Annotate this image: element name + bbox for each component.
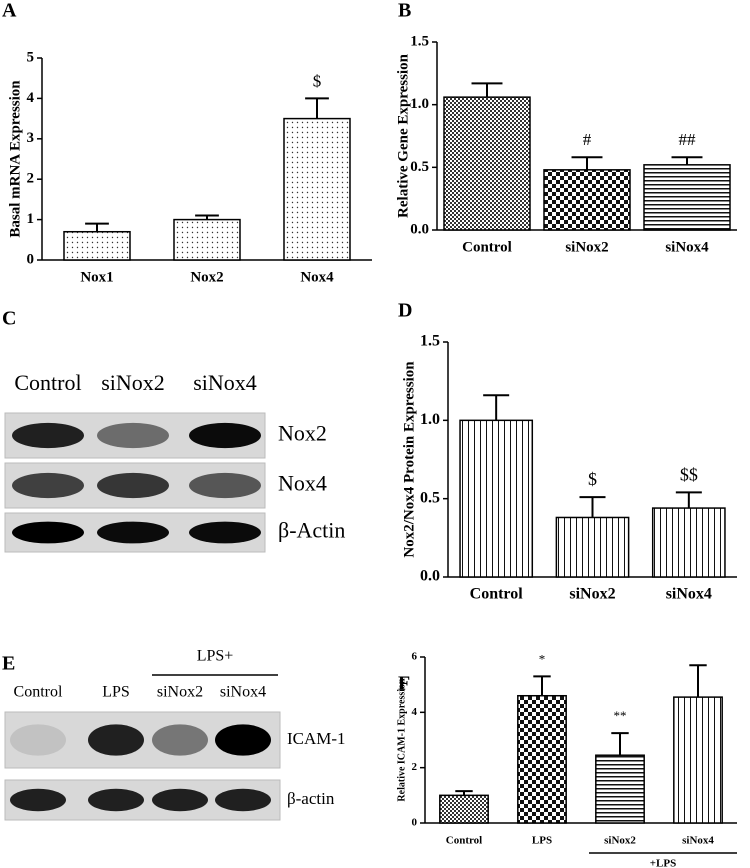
bar: [651, 507, 726, 578]
y-tick-label: 0.0: [410, 221, 429, 237]
y-tick-label: 5: [27, 49, 35, 65]
blot-band: [10, 788, 66, 812]
y-tick-label: 1: [27, 211, 35, 227]
y-tick-label: 1.0: [410, 96, 429, 112]
y-tick-label: 0: [27, 251, 35, 267]
bar: [517, 694, 567, 824]
lane-label: LPS: [102, 684, 130, 701]
x-tick-label: Control: [470, 586, 524, 603]
y-tick-label: 0: [412, 817, 418, 829]
blot-band: [12, 521, 84, 544]
x-tick-label: Control: [462, 239, 512, 255]
row-label: β-Actin: [278, 518, 345, 543]
y-tick-label: 4: [412, 706, 418, 718]
annotation: *: [539, 651, 546, 666]
annotation: $: [313, 71, 322, 90]
group-label: +LPS: [650, 858, 676, 868]
row-label: Nox2: [278, 421, 327, 446]
lane-label: Control: [14, 370, 81, 395]
blot-band: [88, 788, 144, 812]
lane-label: siNox4: [220, 684, 266, 701]
panel-letter: A: [2, 0, 17, 22]
row-label: Nox4: [278, 471, 327, 496]
panel-letter: D: [398, 300, 412, 322]
bar: [555, 516, 630, 578]
bar: [459, 419, 534, 578]
y-tick-label: 0.5: [420, 489, 440, 506]
panel-letter: B: [398, 0, 411, 22]
lane-label: siNox2: [157, 684, 203, 701]
y-tick-label: 0.0: [420, 568, 440, 585]
blot-band: [12, 422, 84, 449]
x-tick-label: Nox1: [80, 269, 113, 285]
x-tick-label: Control: [446, 835, 482, 847]
blot-band: [215, 724, 271, 756]
annotation: $: [588, 469, 597, 489]
annotation: ##: [679, 130, 697, 149]
annotation: **: [614, 708, 627, 723]
y-tick-label: 4: [27, 90, 35, 106]
blot-band: [189, 521, 261, 544]
y-tick-label: 1.0: [420, 411, 440, 428]
blot-band: [97, 521, 169, 544]
panel-letter: C: [2, 308, 16, 330]
blot-band: [189, 422, 261, 449]
y-axis-label: Relative Gene Expression: [395, 53, 411, 218]
bar: [595, 754, 645, 824]
blot-band: [12, 472, 84, 499]
annotation: #: [583, 130, 592, 149]
y-tick-label: 2: [412, 761, 418, 773]
bar: [643, 164, 731, 231]
x-tick-label: siNox2: [565, 239, 608, 255]
lane-label: siNox4: [193, 370, 257, 395]
blot-band: [189, 472, 261, 499]
x-tick-label: siNox4: [665, 239, 709, 255]
y-axis-label: Relative ICAM-1 Expression: [396, 678, 407, 802]
bar: [543, 169, 631, 231]
bar: [283, 117, 351, 261]
y-tick-label: 1.5: [420, 333, 440, 350]
panel-letter: F: [398, 673, 410, 695]
row-label: ICAM-1: [287, 729, 346, 748]
y-tick-label: 0.5: [410, 159, 429, 175]
blot-band: [88, 724, 144, 756]
row-label: β-actin: [287, 789, 335, 808]
x-tick-label: siNox2: [569, 586, 615, 603]
blot-band: [97, 422, 169, 449]
annotation: $$: [680, 465, 698, 485]
blot-band: [10, 724, 66, 756]
x-tick-label: Nox4: [300, 269, 334, 285]
blot-band: [152, 724, 208, 756]
x-tick-label: siNox4: [666, 586, 712, 603]
x-tick-label: siNox4: [682, 835, 714, 847]
bar: [173, 218, 241, 261]
x-tick-label: LPS: [532, 835, 552, 847]
blot-band: [97, 472, 169, 499]
y-tick-label: 3: [27, 130, 35, 146]
bar: [439, 794, 489, 824]
y-axis-label: Basal mRNA Expression: [7, 80, 23, 238]
lane-label: Control: [14, 684, 63, 701]
y-axis-label: Nox2/Nox4 Protein Expression: [401, 361, 417, 558]
bar: [443, 96, 531, 231]
lane-label: siNox2: [101, 370, 165, 395]
y-tick-label: 2: [27, 171, 35, 187]
bar: [63, 230, 131, 261]
blot-band: [215, 788, 271, 812]
panel-letter: E: [2, 653, 15, 675]
x-tick-label: siNox2: [604, 835, 636, 847]
group-label: LPS+: [197, 648, 234, 665]
x-tick-label: Nox2: [190, 269, 223, 285]
y-tick-label: 1.5: [410, 33, 429, 49]
blot-band: [152, 788, 208, 812]
y-tick-label: 6: [412, 651, 418, 663]
bar: [673, 696, 723, 824]
